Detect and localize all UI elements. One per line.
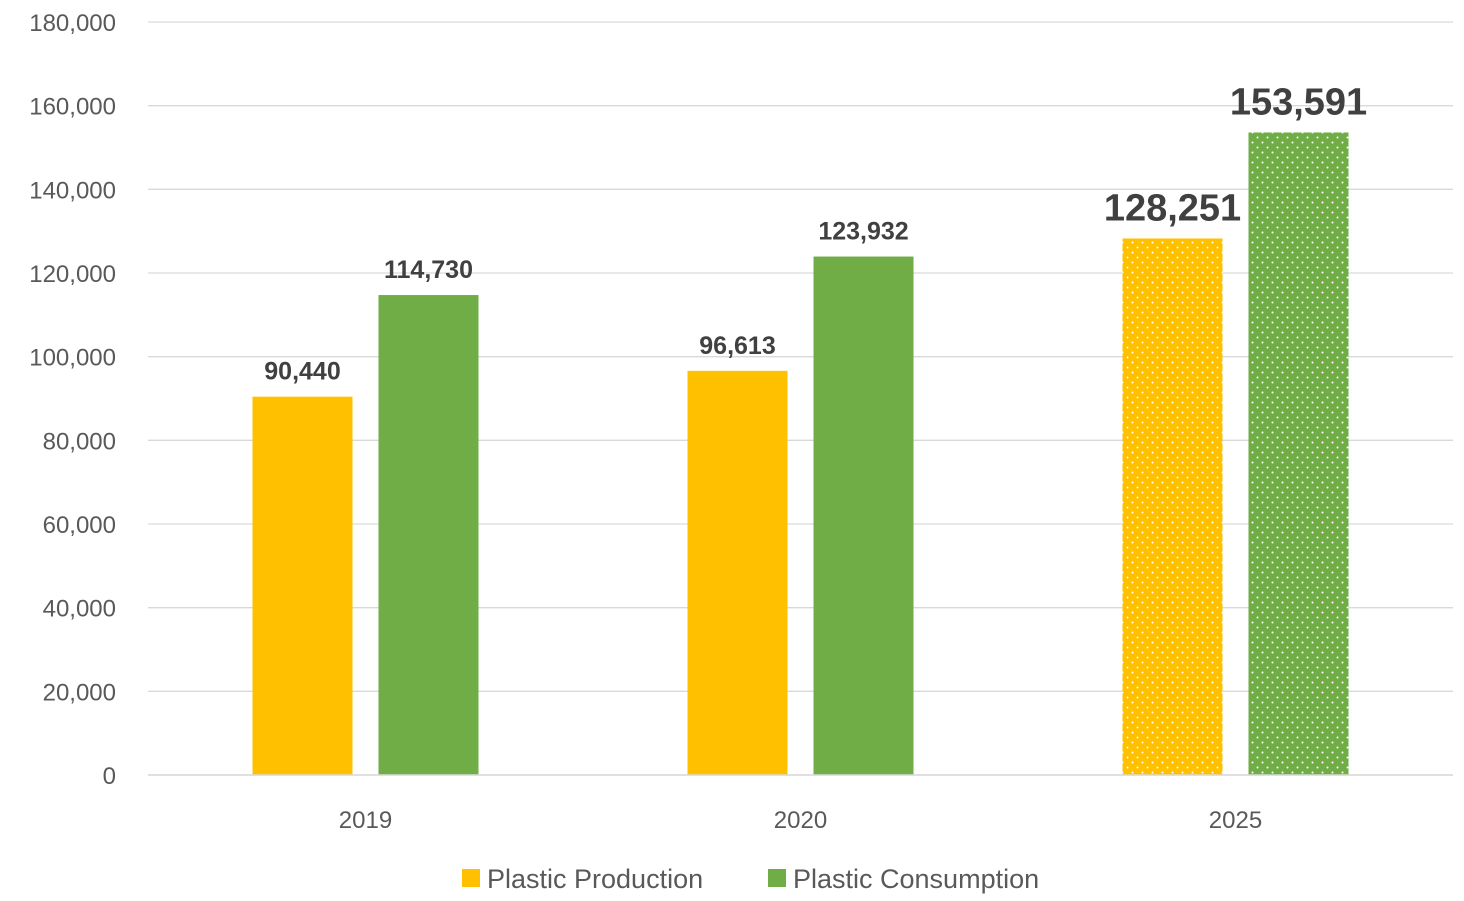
y-tick-label: 120,000 — [29, 261, 116, 288]
bars — [252, 132, 1349, 775]
data-label: 153,591 — [1230, 81, 1367, 123]
x-tick-label: 2019 — [339, 807, 392, 834]
gridlines — [148, 21, 1453, 776]
x-tick-label: 2025 — [1209, 807, 1262, 834]
bar-plastic-consumption-2019 — [378, 295, 479, 775]
data-label: 96,613 — [699, 332, 775, 360]
x-axis: 2019 2020 2025 — [148, 774, 1453, 834]
y-tick-label: 60,000 — [43, 512, 116, 539]
data-label: 128,251 — [1104, 187, 1241, 229]
y-tick-label: 0 — [103, 763, 116, 790]
bar-plastic-consumption-2020 — [813, 256, 914, 775]
bar-plastic-consumption-2025 — [1248, 132, 1349, 775]
legend-label: Plastic Consumption — [793, 864, 1039, 894]
bar-plastic-production-2025 — [1122, 238, 1223, 775]
x-tick-label: 2020 — [774, 807, 827, 834]
legend-label: Plastic Production — [487, 864, 703, 894]
y-tick-label: 160,000 — [29, 94, 116, 121]
data-label: 123,932 — [818, 218, 908, 246]
y-tick-label: 180,000 — [29, 10, 116, 37]
y-tick-label: 100,000 — [29, 345, 116, 372]
data-label: 90,440 — [264, 358, 340, 386]
legend: Plastic Production Plastic Consumption — [462, 864, 1039, 894]
legend-swatch — [462, 869, 480, 887]
y-tick-label: 20,000 — [43, 679, 116, 706]
data-labels: 90,440 114,730 96,613 123,932 128,251 153,591 — [264, 81, 1367, 385]
y-tick-label: 40,000 — [43, 596, 116, 623]
legend-swatch — [768, 869, 786, 887]
data-label: 114,730 — [384, 256, 473, 284]
y-tick-label: 140,000 — [29, 177, 116, 204]
y-axis: 0 20,000 40,000 60,000 80,000 100,000 120,000 1… — [29, 10, 116, 790]
y-tick-label: 80,000 — [43, 428, 116, 455]
bar-plastic-production-2020 — [687, 370, 788, 775]
bar-plastic-production-2019 — [252, 396, 353, 775]
